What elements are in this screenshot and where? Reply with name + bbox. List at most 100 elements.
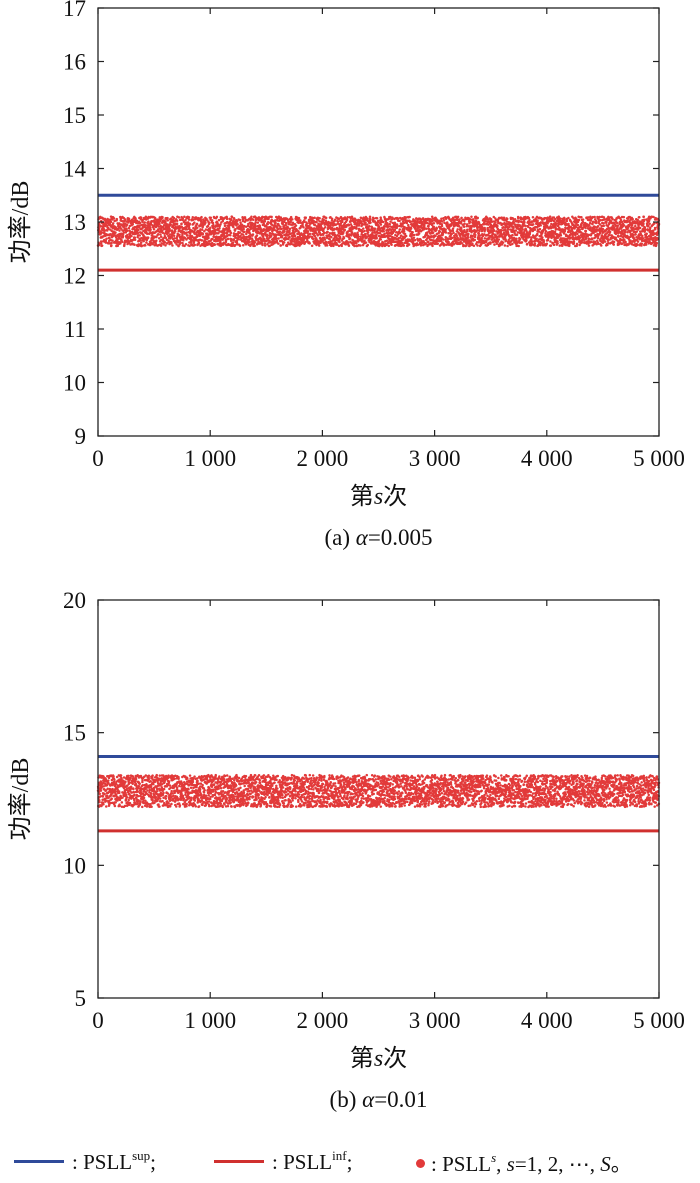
chart-a-samples	[96, 215, 661, 248]
chart-a-sample-point	[431, 231, 435, 234]
chart-a-sample-point	[210, 232, 213, 235]
chart-a-sample-point	[125, 229, 129, 233]
chart-a-sample-point	[121, 235, 125, 238]
chart-a-sample-point	[279, 225, 282, 228]
chart-a-sample-point	[640, 242, 644, 246]
chart-a-sample-point	[362, 227, 365, 230]
chart-a-sample-point	[195, 222, 199, 226]
chart-a-sample-point	[221, 219, 225, 223]
chart-a-sample-point	[617, 235, 620, 238]
chart-a-sample-point	[232, 225, 235, 229]
chart-a-sample-point	[239, 234, 242, 238]
chart-a-sample-point	[489, 241, 492, 244]
chart-a-sample-point	[230, 237, 233, 241]
chart-a-sample-point	[431, 244, 434, 248]
chart-a-sample-point	[473, 238, 477, 242]
chart-a-sample-point	[136, 231, 140, 235]
chart-a-sample-point	[162, 243, 165, 246]
chart-a-sample-point	[340, 244, 343, 248]
chart-a-sample-point	[492, 229, 496, 232]
chart-a-sample-point	[468, 218, 472, 221]
chart-a-sample-point	[467, 232, 470, 236]
chart-a-sample-point	[404, 216, 408, 219]
chart-a-sample-point	[277, 237, 280, 240]
chart-a-sample-point	[581, 220, 585, 224]
chart-a-sample-point	[232, 217, 236, 221]
chart-a-sample-point	[608, 233, 611, 237]
chart-a-sample-point	[638, 216, 641, 219]
chart-a-sample-point	[163, 241, 167, 244]
chart-a-sample-point	[208, 221, 211, 225]
chart-a-sample-point	[204, 228, 208, 231]
chart-a-sample-point	[197, 241, 201, 244]
chart-a-sample-point	[175, 243, 178, 246]
chart-a-sample-point	[133, 243, 136, 247]
chart-a-sample-point	[615, 221, 619, 225]
chart-a-sample-point	[511, 242, 514, 246]
chart-a-sample-point	[184, 243, 188, 246]
chart-a-sample-point	[278, 230, 282, 233]
chart-a-sample-point	[182, 239, 185, 242]
chart-a-sample-point	[231, 241, 235, 244]
chart-a-sample-point	[427, 240, 430, 244]
chart-a-sample-point	[335, 243, 339, 246]
chart-a-sample-point	[388, 222, 392, 226]
chart-a-sample-point	[520, 241, 524, 244]
chart-a-sample-point	[544, 229, 548, 233]
chart-a-sample-point	[634, 224, 637, 228]
chart-a-sample-point	[504, 238, 508, 242]
chart-a-sample-point	[559, 217, 562, 220]
chart-a-sample-point	[193, 221, 196, 224]
chart-a-sample-point	[542, 240, 546, 244]
chart-a-sample-point	[383, 232, 386, 236]
chart-a-sample-point	[636, 218, 639, 222]
chart-a-sample-point	[589, 219, 593, 222]
chart-a-sample-point	[598, 231, 602, 235]
chart-a-sample-point	[337, 217, 341, 221]
chart-a-sample-point	[425, 227, 428, 230]
chart-a-sample-point	[267, 217, 270, 221]
chart-a-sample-point	[138, 239, 142, 242]
chart-a-sample-point	[136, 235, 139, 239]
chart-a-sample-point	[272, 228, 276, 232]
chart-a-sample-point	[144, 244, 147, 247]
chart-a-sample-point	[531, 215, 535, 219]
chart-a-sample-point	[109, 220, 113, 224]
chart-a-sample-point	[181, 217, 185, 220]
chart-a-sample-point	[330, 217, 334, 221]
chart-a-sample-point	[558, 244, 562, 247]
chart-a-sample-point	[596, 236, 600, 240]
chart-a-sample-point	[357, 224, 361, 227]
chart-a-sample-point	[313, 216, 316, 219]
chart-a-sample-point	[315, 220, 318, 224]
chart-a-sample-point	[435, 227, 439, 230]
chart-a-sample-point	[185, 231, 188, 234]
chart-a-sample-point	[333, 227, 336, 231]
chart-a-sample-point	[532, 223, 535, 226]
chart-a-sample-point	[456, 236, 460, 240]
chart-a-sample-point	[237, 238, 240, 241]
chart-a-sample-point	[533, 242, 537, 245]
chart-a-sample-point	[131, 223, 134, 226]
chart-a-sample-point	[578, 228, 581, 231]
chart-a-sample-point	[330, 235, 333, 239]
chart-a-sample-point	[238, 218, 242, 222]
chart-a-sample-point	[586, 216, 590, 219]
chart-a-sample-point	[223, 224, 227, 228]
chart-a-sample-point	[255, 239, 258, 242]
chart-a-sample-point	[404, 234, 408, 238]
chart-a-sample-point	[356, 233, 360, 236]
chart-a-sample-point	[273, 219, 277, 222]
chart-a-sample-point	[648, 222, 651, 226]
chart-a-sample-point	[286, 226, 290, 230]
chart-a-sample-point	[191, 218, 195, 222]
chart-a-sample-point	[518, 238, 522, 241]
chart-a-sample-point	[213, 228, 217, 231]
chart-a-sample-point	[350, 231, 354, 234]
chart-a-sample-point	[217, 232, 220, 235]
chart-a-sample-point	[443, 221, 446, 225]
chart-a-sample-point	[212, 224, 215, 228]
chart-a-sample-point	[497, 238, 501, 241]
chart-a-sample-point	[236, 223, 239, 226]
